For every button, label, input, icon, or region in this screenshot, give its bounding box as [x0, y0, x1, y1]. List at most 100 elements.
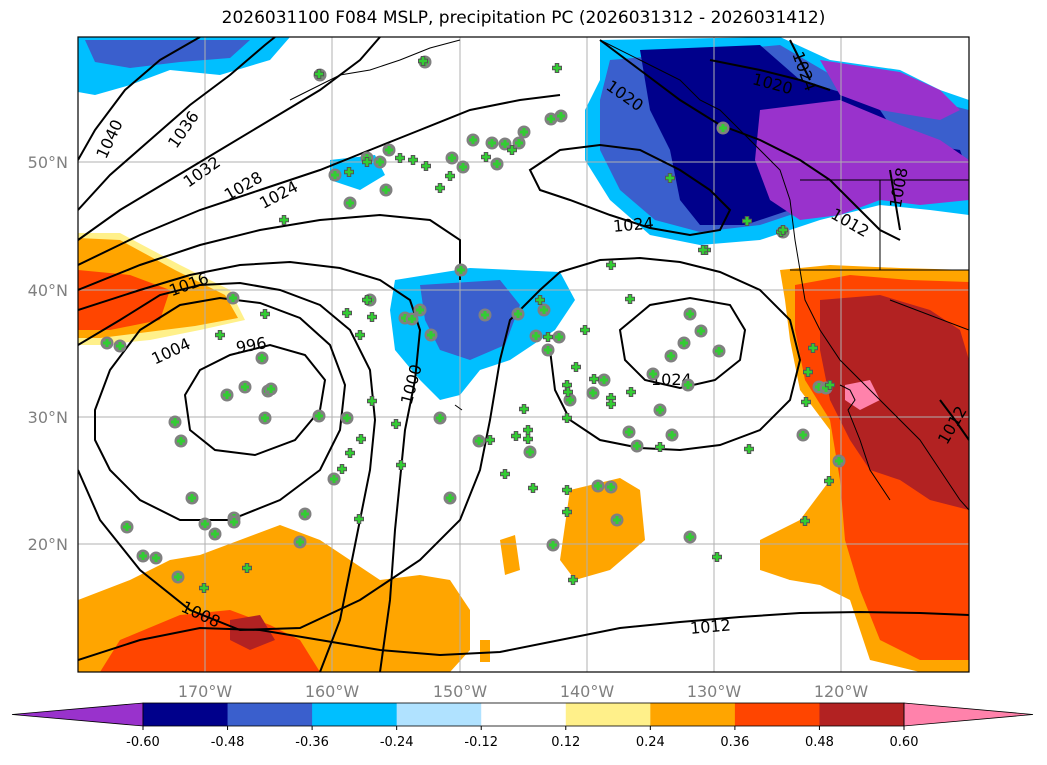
- station-marker-plus: [520, 405, 528, 413]
- colorbar-tick-label: -0.24: [380, 735, 414, 750]
- station-marker-plus: [564, 388, 572, 396]
- station-marker-cross: [684, 381, 692, 389]
- station-marker-plus: [422, 162, 430, 170]
- station-marker-plus: [581, 326, 589, 334]
- latitude-labels: 50°N 40°N 30°N 20°N: [28, 153, 68, 554]
- station-marker-plus: [343, 309, 351, 317]
- colorbar-tick-label: 0.36: [720, 735, 749, 750]
- station-marker-cross: [649, 370, 657, 378]
- colorbar-segment: [143, 703, 229, 726]
- lon-label: 160°W: [305, 682, 360, 701]
- station-marker-plus: [802, 398, 810, 406]
- station-marker-plus: [656, 443, 664, 451]
- colorbar-extend-high: [903, 702, 1034, 727]
- station-marker-plus: [544, 333, 552, 341]
- station-marker-plus: [356, 331, 364, 339]
- station-marker-plus: [243, 564, 251, 572]
- isobar-label: 1024: [612, 213, 654, 235]
- station-marker-cross: [152, 554, 160, 562]
- station-marker-cross: [382, 186, 390, 194]
- station-marker-cross: [555, 333, 563, 341]
- isobars: [78, 37, 969, 672]
- longitude-labels: 170°W 160°W 150°W 140°W 130°W 120°W: [178, 682, 869, 701]
- lat-label: 30°N: [28, 408, 68, 427]
- colorbar-tick-label: -0.12: [464, 735, 498, 750]
- station-marker-cross: [258, 354, 266, 362]
- station-marker-cross: [241, 383, 249, 391]
- station-marker-plus: [699, 246, 707, 254]
- station-marker-plus: [280, 216, 288, 224]
- station-marker-plus: [396, 154, 404, 162]
- station-marker-plus: [590, 375, 598, 383]
- station-marker-cross: [201, 520, 209, 528]
- coastlines: [289, 39, 969, 511]
- station-marker-cross: [557, 112, 565, 120]
- station-marker-cross: [613, 516, 621, 524]
- station-marker-cross: [600, 376, 608, 384]
- station-marker-plus: [569, 576, 577, 584]
- station-marker-cross: [607, 483, 615, 491]
- station-marker-plus: [216, 331, 224, 339]
- station-marker-cross: [501, 140, 509, 148]
- colorbar-segment: [227, 703, 313, 726]
- station-marker-plus: [368, 397, 376, 405]
- station-marker-cross: [436, 414, 444, 422]
- station-marker-cross: [697, 327, 705, 335]
- station-marker-cross: [656, 406, 664, 414]
- station-marker-plus: [563, 508, 571, 516]
- station-marker-cross: [493, 160, 501, 168]
- station-marker-plus: [524, 426, 532, 434]
- station-marker-plus: [436, 184, 444, 192]
- station-marker-cross: [540, 306, 548, 314]
- lat-label: 20°N: [28, 535, 68, 554]
- station-marker-cross: [481, 311, 489, 319]
- station-marker-cross: [376, 158, 384, 166]
- station-marker-cross: [427, 331, 435, 339]
- colorbar: -0.60 -0.48 -0.36 -0.24 -0.12 0.12 0.24 0.36 0.4…: [11, 702, 1034, 750]
- map-plot-area: 1040 1036 1032 1028 1024 1016 1004 996 1…: [78, 37, 969, 672]
- station-marker-plus: [779, 226, 787, 234]
- colorbar-tick-label: 0.48: [805, 735, 834, 750]
- lon-label: 130°W: [687, 682, 742, 701]
- station-marker-cross: [174, 573, 182, 581]
- station-marker-plus: [666, 174, 674, 182]
- station-marker-plus: [529, 484, 537, 492]
- station-marker-cross: [686, 310, 694, 318]
- colorbar-tick-label: -0.48: [211, 735, 245, 750]
- map-title: 2026031100 F084 MSLP, precipitation PC (…: [221, 8, 826, 28]
- station-marker-plus: [745, 445, 753, 453]
- station-marker-cross: [223, 391, 231, 399]
- station-marker-cross: [799, 431, 807, 439]
- station-marker-cross: [544, 346, 552, 354]
- station-marker-cross: [457, 266, 465, 274]
- station-marker-cross: [116, 342, 124, 350]
- station-marker-cross: [331, 171, 339, 179]
- station-marker-cross: [715, 347, 723, 355]
- station-marker-plus: [200, 584, 208, 592]
- colorbar-segment: [481, 703, 567, 726]
- station-marker-cross: [514, 310, 522, 318]
- colorbar-extend-low: [11, 702, 144, 727]
- station-marker-plus: [482, 153, 490, 161]
- station-marker-cross: [686, 533, 694, 541]
- station-marker-plus: [825, 477, 833, 485]
- station-marker-plus: [536, 296, 544, 304]
- station-marker-cross: [667, 352, 675, 360]
- station-marker-plus: [826, 381, 834, 389]
- station-marker-cross: [171, 418, 179, 426]
- station-marker-cross: [139, 552, 147, 560]
- station-marker-plus: [392, 420, 400, 428]
- station-marker-plus: [486, 436, 494, 444]
- map-frame: [77, 36, 970, 673]
- station-marker-cross: [385, 146, 393, 154]
- lon-label: 150°W: [433, 682, 488, 701]
- station-marker-cross: [448, 154, 456, 162]
- station-marker-cross: [835, 457, 843, 465]
- station-marker-cross: [475, 437, 483, 445]
- colorbar-segment: [312, 703, 398, 726]
- station-marker-plus: [553, 64, 561, 72]
- station-marker-plus: [607, 261, 615, 269]
- colorbar-tick-label: -0.36: [295, 735, 329, 750]
- lat-label: 50°N: [28, 153, 68, 172]
- station-marker-plus: [363, 296, 371, 304]
